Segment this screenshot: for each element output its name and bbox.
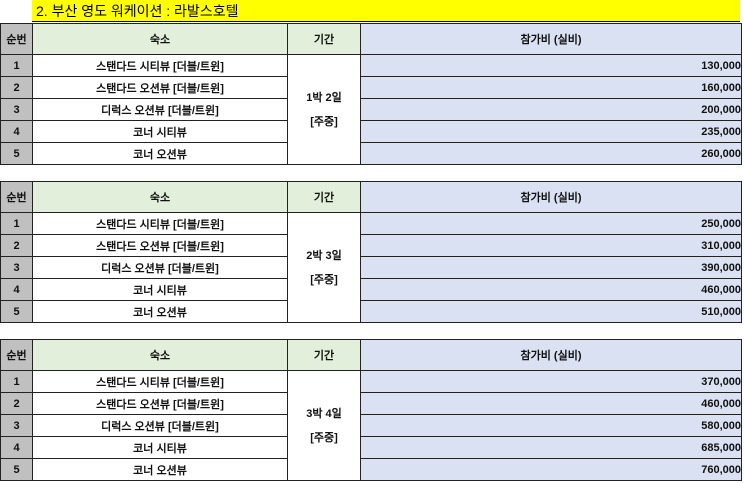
header-room: 숙소 (32, 339, 288, 371)
header-room: 숙소 (32, 181, 288, 213)
row-num: 5 (0, 458, 33, 481)
period-cell: 1박 2일 [주중] (287, 54, 361, 165)
row-num: 5 (0, 300, 33, 323)
table-row: 4 코너 시티뷰 235,000 (0, 120, 742, 143)
row-num: 4 (0, 120, 33, 143)
price-value: 460,000 (360, 392, 742, 415)
room-type: 코너 오션뷰 (32, 142, 288, 165)
table-row: 3 디럭스 오션뷰 [더블/트윈] 200,000 (0, 98, 742, 121)
room-type: 코너 시티뷰 (32, 436, 288, 459)
price-value: 685,000 (360, 436, 742, 459)
room-type: 스탠다드 오션뷰 [더블/트윈] (32, 392, 288, 415)
table-row: 1 스탠다드 시티뷰 [더블/트윈] 1박 2일 [주중] 130,000 (0, 54, 742, 165)
room-type: 디럭스 오션뷰 [더블/트윈] (32, 256, 288, 279)
table-row: 5 코너 오션뷰 760,000 (0, 458, 742, 481)
row-num: 4 (0, 278, 33, 301)
table-row: 4 코너 시티뷰 460,000 (0, 278, 742, 301)
row-num: 4 (0, 436, 33, 459)
header-period: 기간 (287, 23, 361, 55)
table-row: 3 디럭스 오션뷰 [더블/트윈] 580,000 (0, 414, 742, 437)
price-value: 760,000 (360, 458, 742, 481)
room-type: 코너 시티뷰 (32, 278, 288, 301)
row-num: 1 (0, 212, 33, 235)
period-nights: 1박 2일 (306, 91, 342, 104)
period-weekday: [주중] (310, 431, 338, 444)
table-row: 5 코너 오션뷰 260,000 (0, 142, 742, 165)
table-row: 1 스탠다드 시티뷰 [더블/트윈] 2박 3일 [주중] 250,000 (0, 212, 742, 323)
header-num: 순번 (0, 23, 33, 55)
row-num: 2 (0, 76, 33, 99)
row-num: 1 (0, 54, 33, 77)
period-cell: 2박 3일 [주중] (287, 212, 361, 323)
period-nights: 2박 3일 (306, 249, 342, 262)
room-type: 스탠다드 시티뷰 [더블/트윈] (32, 54, 288, 77)
price-value: 160,000 (360, 76, 742, 99)
table-row: 2 스탠다드 오션뷰 [더블/트윈] 460,000 (0, 392, 742, 415)
price-value: 580,000 (360, 414, 742, 437)
header-price: 참가비 (실비) (360, 23, 742, 55)
table-row: 1 스탠다드 시티뷰 [더블/트윈] 3박 4일 [주중] 370,000 (0, 370, 742, 481)
room-type: 디럭스 오션뷰 [더블/트윈] (32, 414, 288, 437)
price-value: 130,000 (360, 54, 742, 77)
period-cell: 3박 4일 [주중] (287, 370, 361, 481)
row-num: 3 (0, 256, 33, 279)
row-num: 3 (0, 98, 33, 121)
price-value: 460,000 (360, 278, 742, 301)
table-header: 순번 숙소 기간 참가비 (실비) (0, 181, 742, 213)
room-type: 스탠다드 시티뷰 [더블/트윈] (32, 370, 288, 393)
table-row: 2 스탠다드 오션뷰 [더블/트윈] 160,000 (0, 76, 742, 99)
row-num: 5 (0, 142, 33, 165)
period-weekday: [주중] (310, 273, 338, 286)
table-header: 순번 숙소 기간 참가비 (실비) (0, 339, 742, 371)
header-num: 순번 (0, 181, 33, 213)
table-header: 순번 숙소 기간 참가비 (실비) (0, 23, 742, 55)
price-table: 순번 숙소 기간 참가비 (실비) 1 스탠다드 시티뷰 [더블/트윈] 3박 4… (0, 339, 742, 481)
room-type: 스탠다드 오션뷰 [더블/트윈] (32, 76, 288, 99)
price-value: 200,000 (360, 98, 742, 121)
price-value: 390,000 (360, 256, 742, 279)
price-value: 370,000 (360, 370, 742, 393)
header-room: 숙소 (32, 23, 288, 55)
price-table: 순번 숙소 기간 참가비 (실비) 1 스탠다드 시티뷰 [더블/트윈] 1박 2… (0, 23, 742, 165)
price-value: 260,000 (360, 142, 742, 165)
room-type: 코너 시티뷰 (32, 120, 288, 143)
room-type: 코너 오션뷰 (32, 300, 288, 323)
price-value: 510,000 (360, 300, 742, 323)
row-num: 2 (0, 234, 33, 257)
room-type: 코너 오션뷰 (32, 458, 288, 481)
price-table: 순번 숙소 기간 참가비 (실비) 1 스탠다드 시티뷰 [더블/트윈] 2박 3… (0, 181, 742, 323)
period-nights: 3박 4일 (306, 407, 342, 420)
header-price: 참가비 (실비) (360, 339, 742, 371)
price-value: 235,000 (360, 120, 742, 143)
table-row: 5 코너 오션뷰 510,000 (0, 300, 742, 323)
table-row: 4 코너 시티뷰 685,000 (0, 436, 742, 459)
header-period: 기간 (287, 181, 361, 213)
table-row: 3 디럭스 오션뷰 [더블/트윈] 390,000 (0, 256, 742, 279)
row-num: 3 (0, 414, 33, 437)
room-type: 디럭스 오션뷰 [더블/트윈] (32, 98, 288, 121)
price-value: 310,000 (360, 234, 742, 257)
header-price: 참가비 (실비) (360, 181, 742, 213)
price-value: 250,000 (360, 212, 742, 235)
period-weekday: [주중] (310, 115, 338, 128)
room-type: 스탠다드 시티뷰 [더블/트윈] (32, 212, 288, 235)
table-row: 2 스탠다드 오션뷰 [더블/트윈] 310,000 (0, 234, 742, 257)
row-num: 1 (0, 370, 33, 393)
row-num: 2 (0, 392, 33, 415)
section-title: 2. 부산 영도 워케이션 : 라발스호텔 (32, 0, 740, 22)
room-type: 스탠다드 오션뷰 [더블/트윈] (32, 234, 288, 257)
header-period: 기간 (287, 339, 361, 371)
header-num: 순번 (0, 339, 33, 371)
